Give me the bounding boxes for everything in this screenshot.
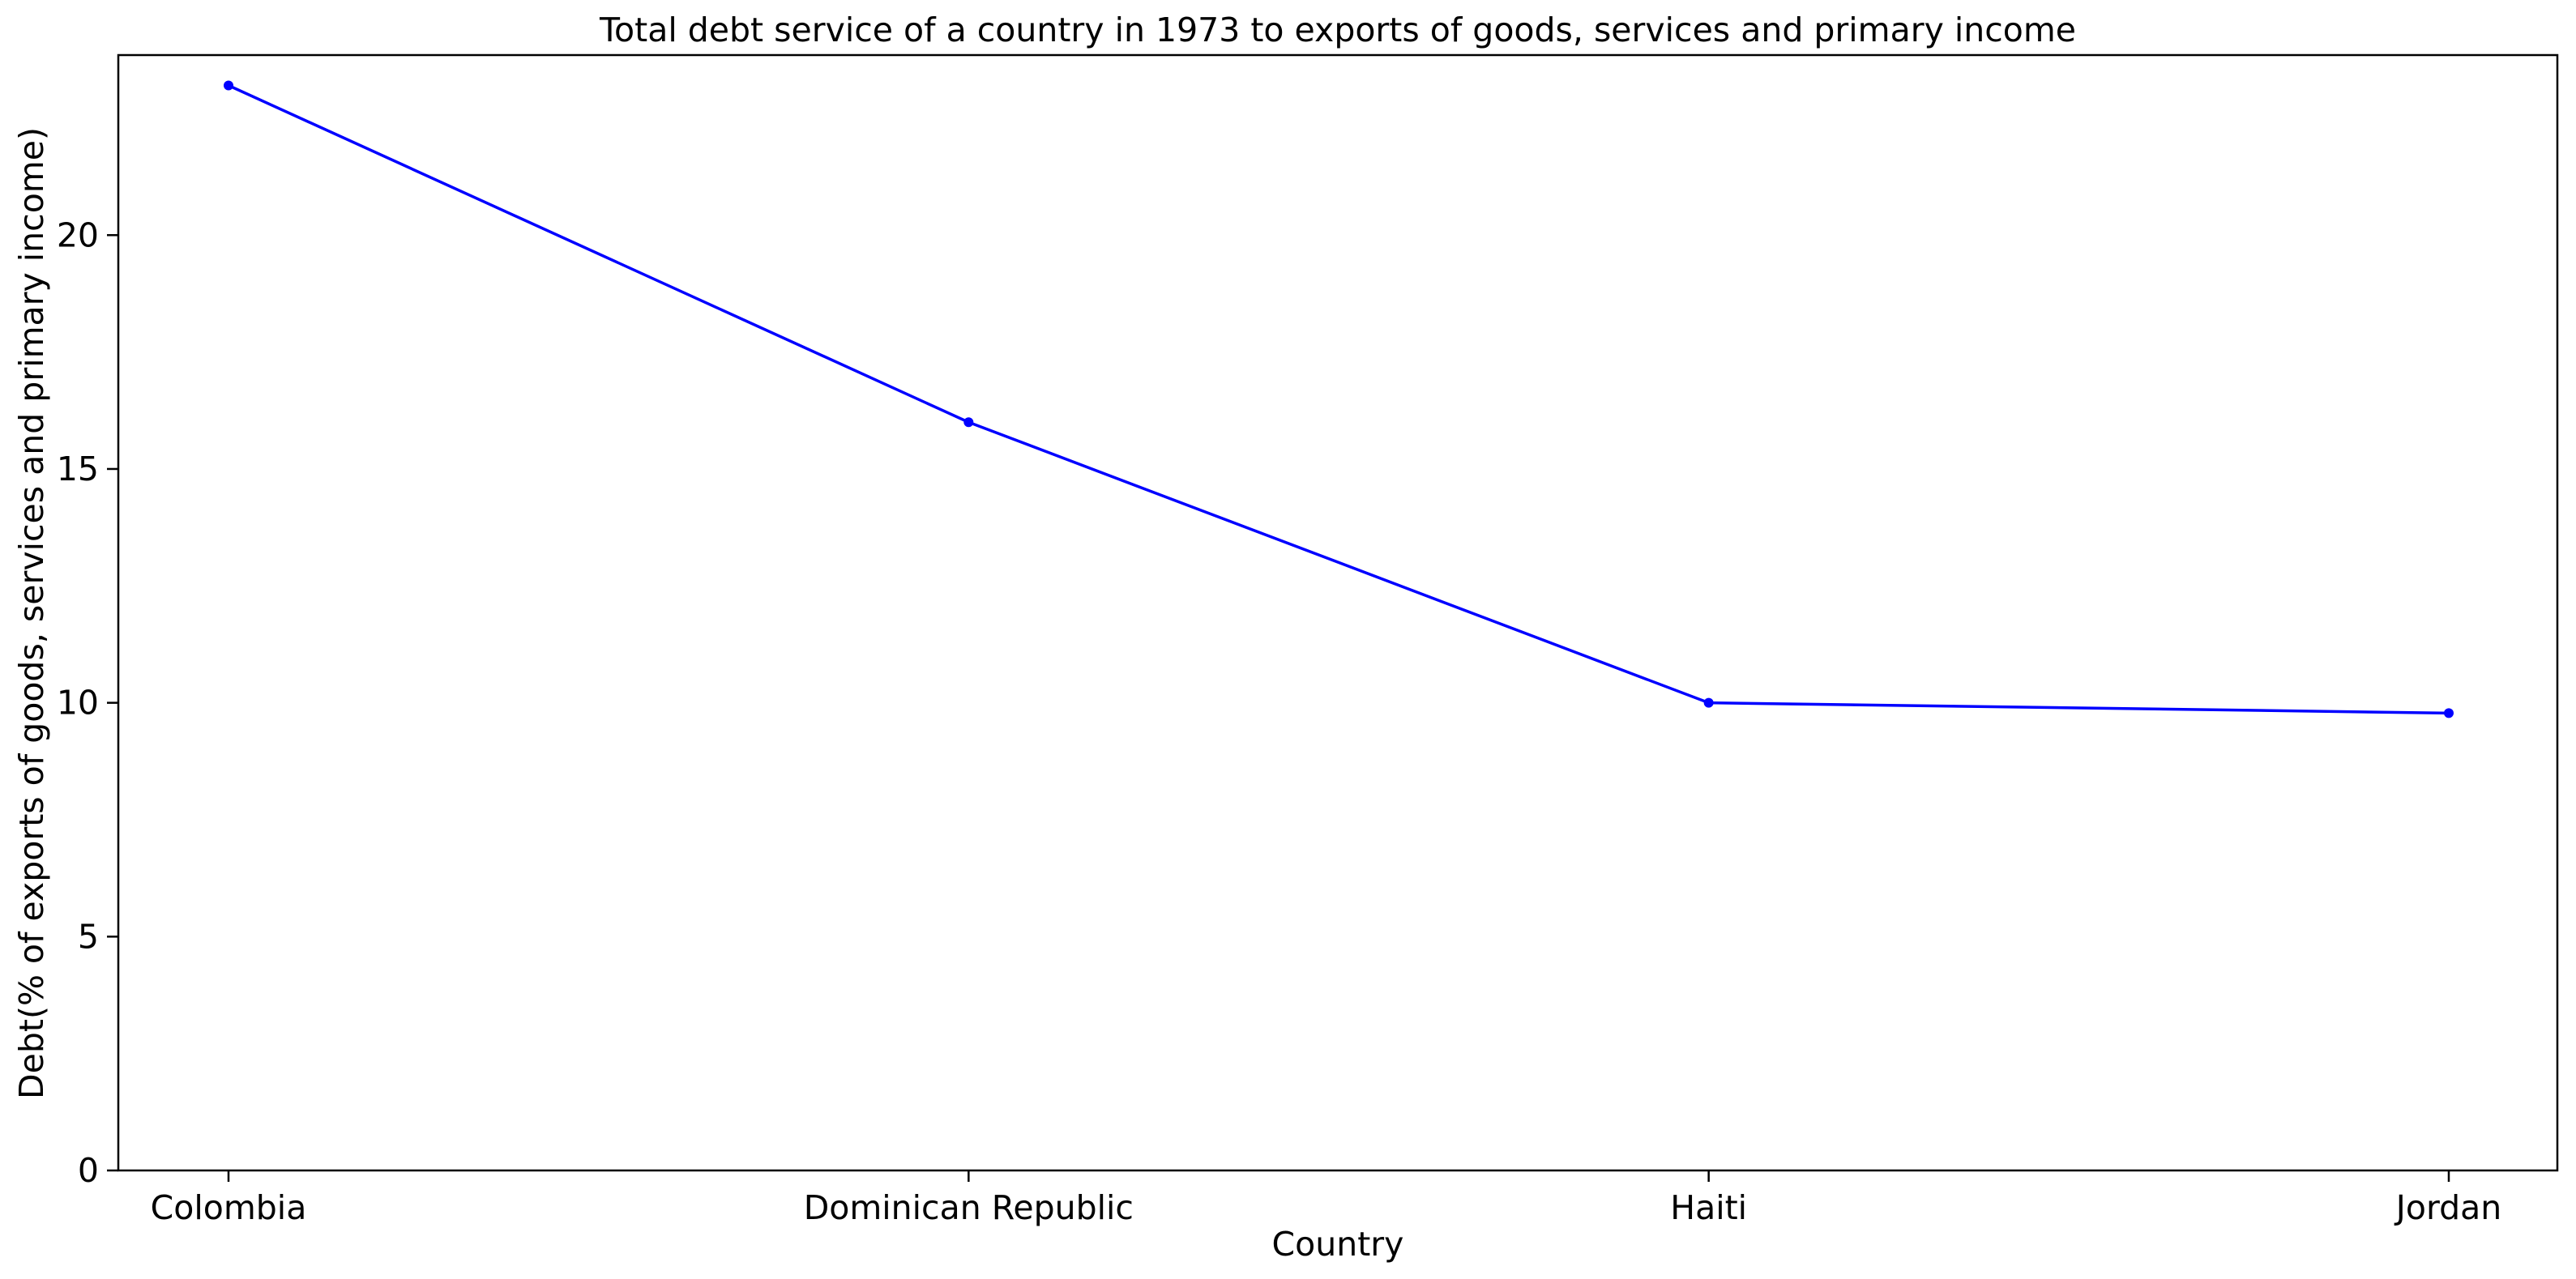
data-point: [224, 80, 233, 91]
x-tick-label: Colombia: [151, 1188, 307, 1227]
chart-title: Total debt service of a country in 1973 …: [599, 11, 2076, 49]
y-tick-label: 20: [57, 215, 99, 254]
x-axis: Colombia Dominican Republic Haiti Jordan: [151, 1170, 2501, 1227]
x-tick-label: Jordan: [2394, 1188, 2501, 1227]
y-tick-label: 0: [78, 1151, 99, 1190]
y-tick-label: 5: [78, 917, 99, 956]
y-axis: 0 5 10 15 20: [57, 215, 118, 1190]
data-point: [2444, 708, 2454, 718]
data-point: [963, 417, 974, 428]
x-tick-label: Dominican Republic: [804, 1188, 1134, 1227]
y-tick-label: 10: [57, 684, 99, 723]
x-axis-label: Country: [1272, 1225, 1404, 1264]
y-axis-label: Debt(% of exports of goods, services and…: [12, 127, 51, 1099]
x-tick-label: Haiti: [1670, 1188, 1747, 1227]
y-tick-label: 15: [57, 450, 99, 488]
series-layer: [224, 80, 2454, 718]
series-line: [228, 83, 2450, 715]
plot-area: [117, 53, 2559, 1172]
data-point: [1703, 697, 1714, 708]
plot-frame: [117, 53, 2559, 1172]
